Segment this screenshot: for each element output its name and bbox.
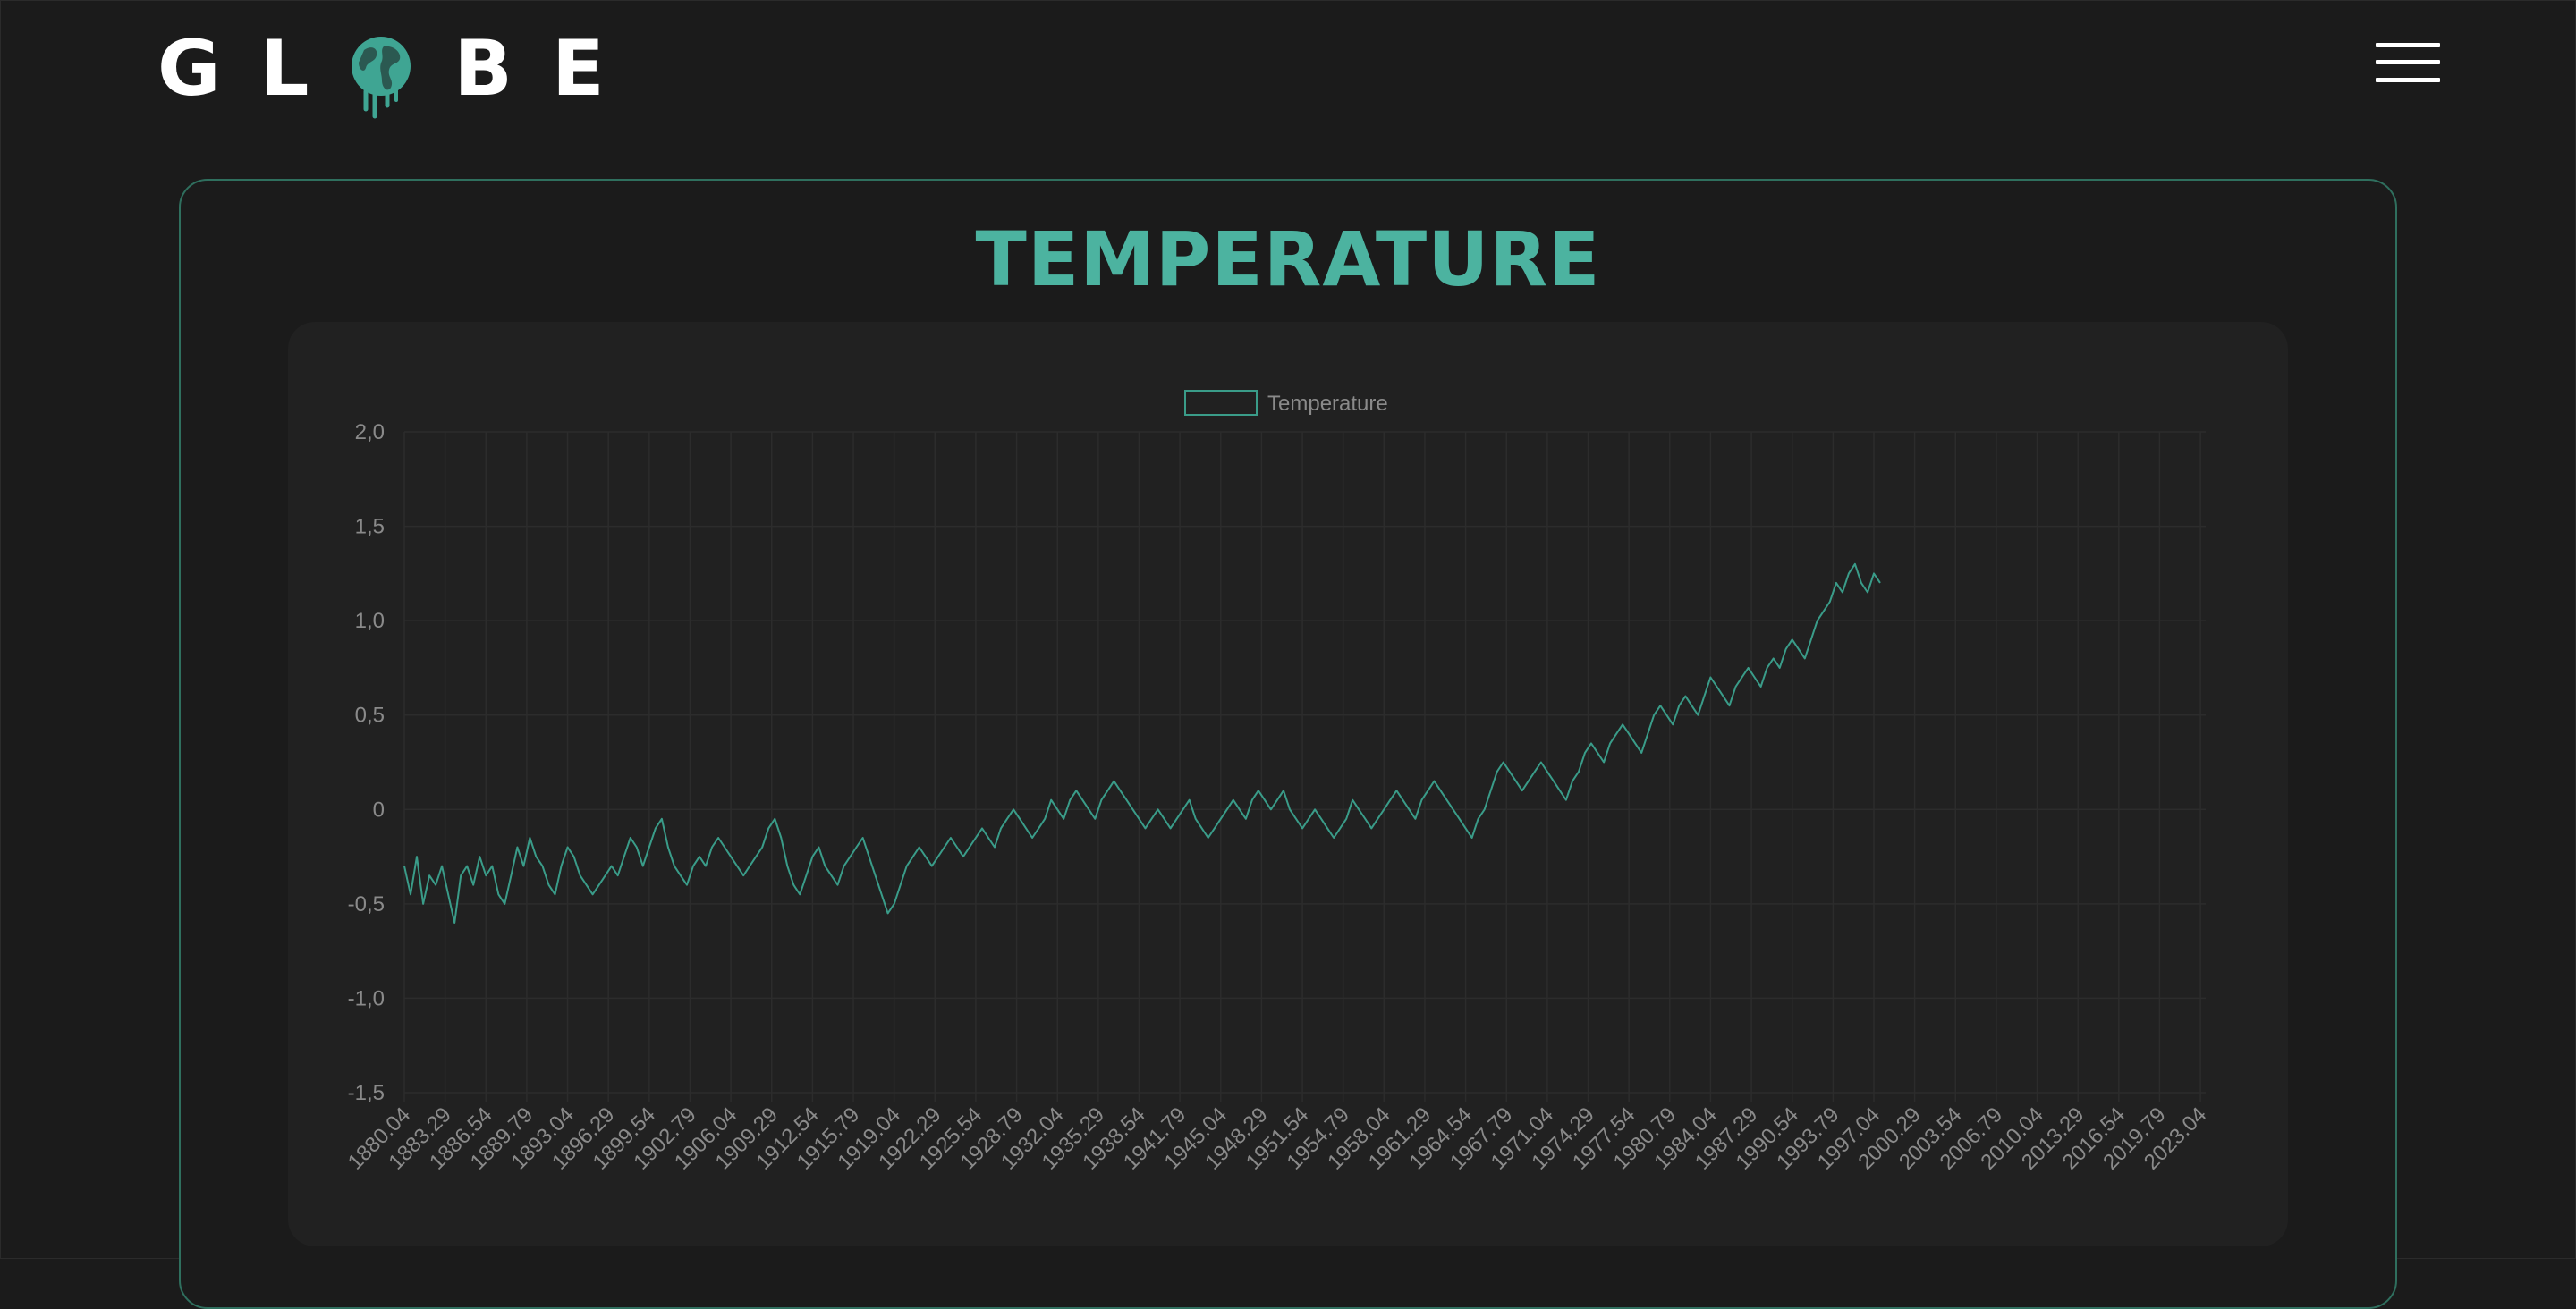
globe-icon bbox=[352, 37, 411, 119]
logo-letter: L bbox=[259, 24, 309, 114]
menu-bar bbox=[2376, 60, 2440, 64]
logo-letter: E bbox=[551, 24, 605, 114]
page-title: TEMPERATURE bbox=[975, 215, 1601, 303]
chart-panel bbox=[288, 322, 2288, 1246]
logo-letter: B bbox=[453, 24, 513, 114]
site-header: G L B E bbox=[0, 0, 2576, 134]
menu-bar bbox=[2376, 78, 2440, 82]
hamburger-menu-icon[interactable] bbox=[2376, 38, 2440, 88]
brand-logo[interactable]: G L B E bbox=[157, 20, 605, 119]
menu-bar bbox=[2376, 43, 2440, 47]
logo-letter: G bbox=[157, 24, 221, 114]
